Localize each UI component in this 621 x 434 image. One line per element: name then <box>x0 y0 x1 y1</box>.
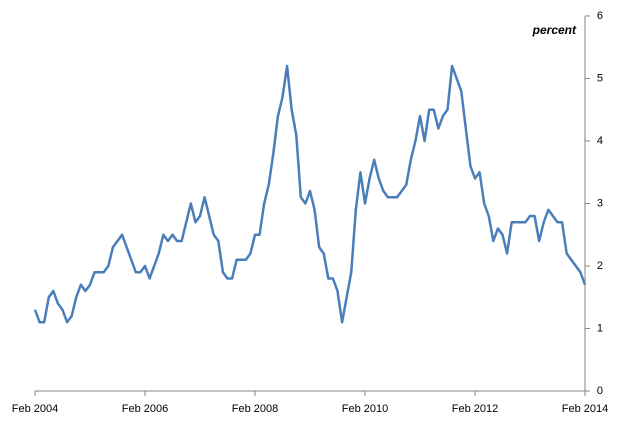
y-tick-label: 2 <box>597 260 603 272</box>
y-tick-label: 4 <box>597 135 603 147</box>
y-tick-label: 3 <box>597 197 603 209</box>
y-tick-label: 0 <box>597 385 603 397</box>
x-tick-label: Feb 2004 <box>12 403 58 415</box>
x-tick-label: Feb 2012 <box>452 403 498 415</box>
y-axis-label: percent <box>532 23 577 37</box>
x-tick-label: Feb 2014 <box>562 403 608 415</box>
y-tick-label: 1 <box>597 322 603 334</box>
x-tick-label: Feb 2008 <box>232 403 278 415</box>
x-tick-label: Feb 2010 <box>342 403 388 415</box>
y-tick-label: 5 <box>597 72 603 84</box>
line <box>33 64 587 324</box>
y-tick-label: 6 <box>597 10 603 22</box>
x-tick-label: Feb 2006 <box>122 403 168 415</box>
